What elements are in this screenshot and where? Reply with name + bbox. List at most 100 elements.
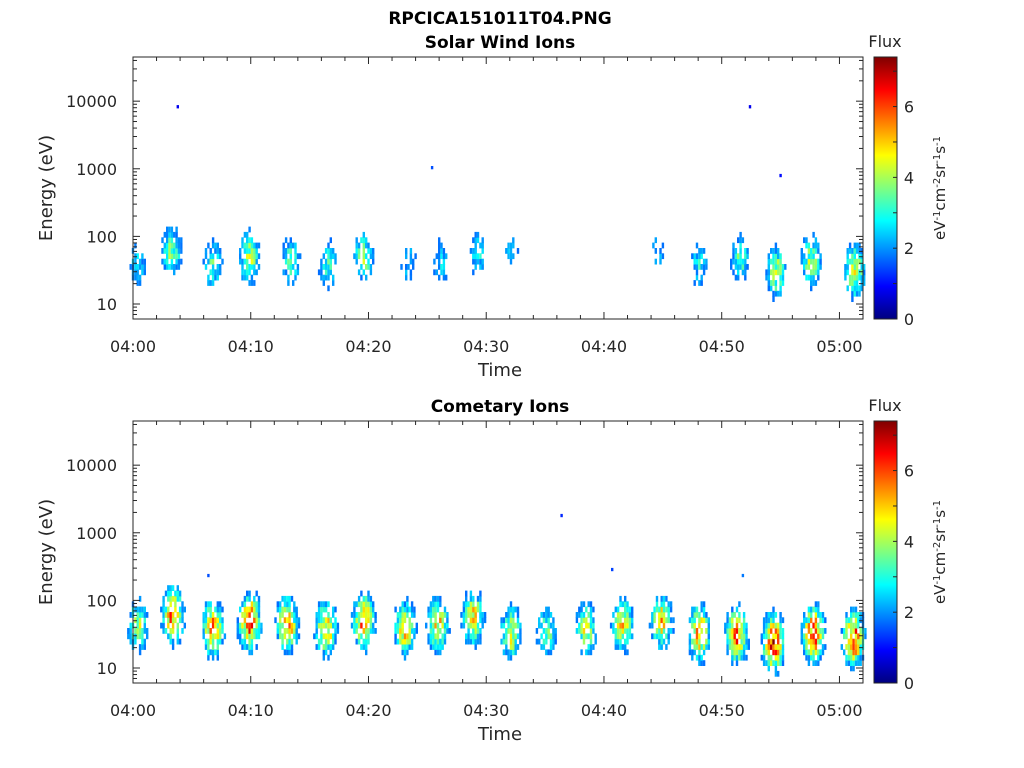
flux-cell [693,280,696,286]
flux-cell [365,606,368,613]
flux-cell [805,644,808,650]
flux-cell [481,248,484,254]
flux-cell [854,638,858,645]
flux-cell [850,660,853,666]
flux-cell [246,231,249,238]
flux-cell [695,264,699,270]
flux-cell [170,237,174,244]
flux-cell [327,654,330,661]
flux-cell [738,628,741,634]
flux-cell [322,606,325,613]
flux-cell [512,617,515,624]
flux-cell [367,601,370,608]
flux-cell [474,253,477,260]
flux-cell [667,606,670,613]
flux-cell [693,258,696,265]
flux-cell [443,612,447,618]
flux-cell [289,253,292,260]
flux-cell [429,644,433,650]
flux-cell [549,622,553,629]
flux-cell [843,628,846,634]
flux-cell [807,660,811,666]
flux-cell [443,606,447,613]
flux-cell [181,628,184,634]
flux-cell [655,601,659,608]
flux-point [560,513,563,518]
flux-cell [134,617,137,624]
flux-cell [688,638,692,645]
flux-cell [502,617,506,624]
flux-cell [547,649,550,656]
flux-cell [136,606,139,613]
flux-cell [805,242,808,249]
flux-cell [406,606,409,613]
flux-cell [857,644,860,650]
flux-cell [851,296,854,302]
flux-cell [479,628,482,634]
flux-cell [855,264,859,270]
flux-cell [587,612,590,618]
flux-cell [654,258,657,265]
flux-cell [175,258,178,265]
flux-cell [500,638,503,645]
flux-cell [469,248,473,254]
flux-cell [472,606,475,613]
flux-cell [857,660,860,666]
flux-cell [702,612,706,618]
flux-cell [507,628,510,634]
flux-cell [168,226,171,233]
flux-cell [176,628,179,634]
flux-cell [282,248,285,254]
flux-cell [512,612,515,618]
flux-cell [549,644,553,650]
flux-cell [616,633,620,640]
flux-cell [134,633,137,640]
flux-cell [660,628,663,634]
flux-cell [336,628,340,634]
flux-cell [817,274,820,281]
flux-cell [844,269,847,276]
flux-cell [401,638,404,645]
flux-cell [824,628,827,634]
flux-cell [735,654,739,661]
flux-cell [739,237,742,244]
flux-cell [509,638,513,645]
flux-cell [286,595,289,602]
flux-cell [250,628,254,634]
flux-cell [760,654,763,661]
x-tick-label: 04:00 [110,701,156,720]
flux-cell [814,264,818,270]
flux-cell [589,606,593,613]
flux-cell [781,628,785,634]
flux-cell [784,264,787,270]
flux-cell [853,248,856,254]
flux-cell [545,612,548,618]
flux-cell [807,654,811,661]
flux-cell [283,606,287,613]
flux-cell [288,606,291,613]
flux-cell [747,644,750,650]
flux-cell [435,269,438,276]
flux-cell [505,633,508,640]
flux-cell [514,622,517,629]
flux-cell [138,606,142,613]
flux-cell [283,617,287,624]
flux-cell [260,622,263,629]
flux-cell [253,264,256,270]
flux-cell [609,622,613,629]
flux-cell [138,617,142,624]
flux-cell [442,269,446,276]
flux-cell [765,644,768,650]
flux-cell [412,264,415,270]
flux-cell [777,253,780,260]
flux-cell [367,617,370,624]
flux-cell [221,622,224,629]
flux-cell [812,644,815,650]
flux-cell [365,595,368,602]
flux-cell [360,601,363,608]
flux-cell [779,264,782,270]
flux-cell [169,585,172,591]
flux-cell [587,649,590,656]
flux-cell [400,264,403,270]
flux-cell [812,606,815,613]
